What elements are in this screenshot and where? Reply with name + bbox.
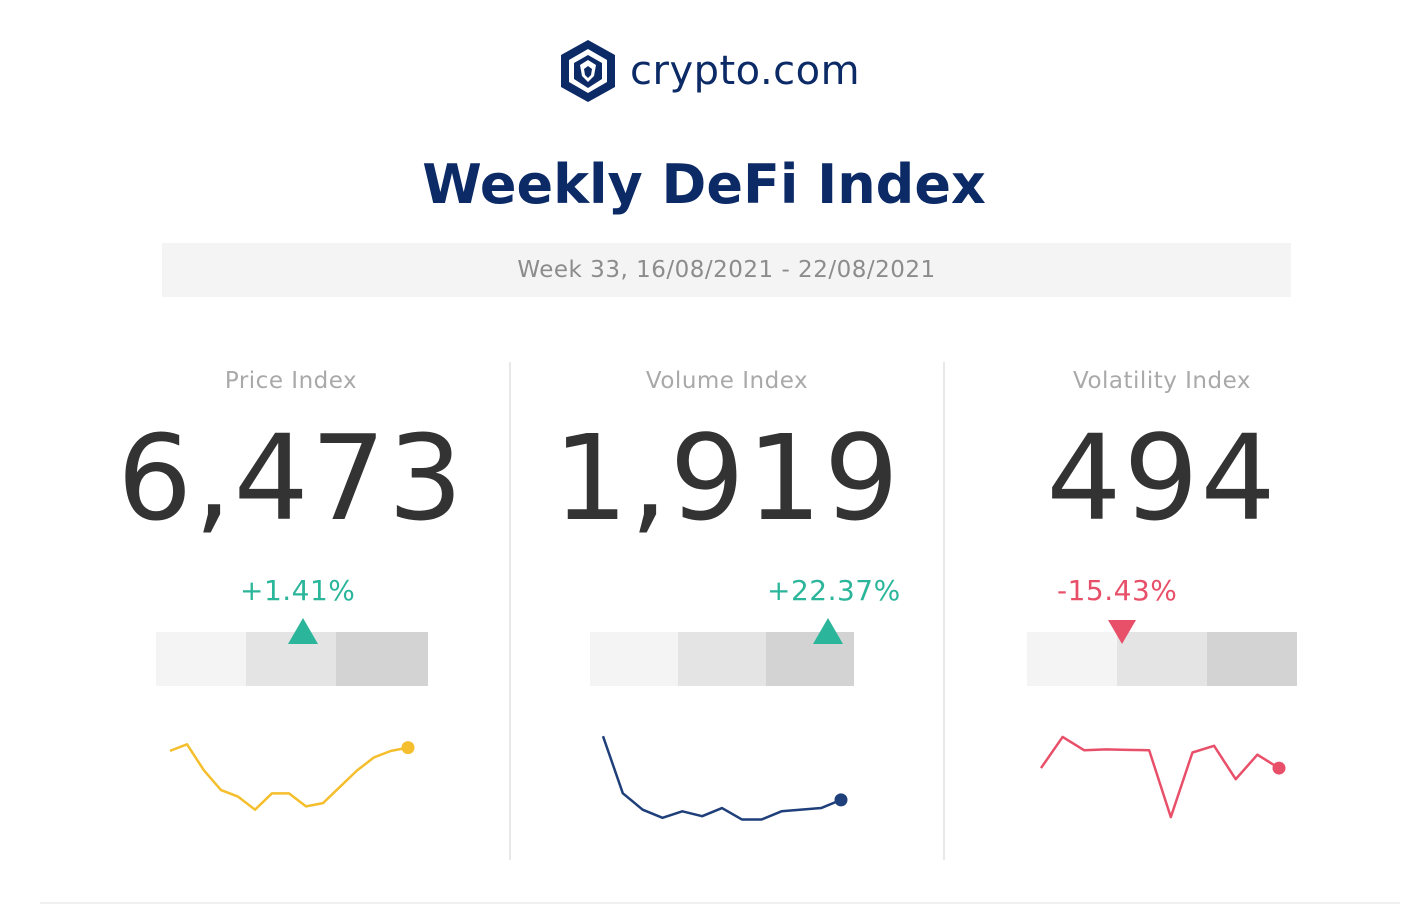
volume-index-sparkline: [601, 735, 848, 821]
price-index-trend-up-icon: [287, 618, 318, 644]
gauge-segment-high: [336, 632, 428, 686]
page-title: Weekly DeFi Index: [422, 153, 986, 216]
price-index-value: 6,473: [117, 409, 465, 547]
price-index-sparkline: [169, 741, 415, 811]
volatility-index-panel: Volatility Index 494 -15.43%: [945, 362, 1379, 902]
volume-index-label: Volume Index: [645, 368, 809, 394]
volatility-index-label: Volatility Index: [1073, 368, 1251, 394]
price-index-change: +1.41%: [240, 574, 356, 607]
volume-index-change: +22.37%: [767, 574, 901, 607]
gauge-segment-low: [156, 632, 246, 686]
volume-index-trend-up-icon: [812, 618, 843, 644]
sparkline-latest-point: [1272, 761, 1286, 775]
volatility-index-sparkline: [1039, 735, 1286, 819]
price-index-panel: Price Index 6,473 +1.41%: [74, 362, 508, 902]
sparkline-series-line: [601, 735, 842, 821]
sparkline-latest-point: [834, 793, 848, 807]
gauge-segment-low: [1027, 632, 1117, 686]
date-range-bar: Week 33, 16/08/2021 - 22/08/2021: [162, 243, 1291, 297]
column-divider-2: [943, 362, 945, 860]
crypto-lion-shield-icon: [561, 40, 615, 102]
volatility-index-change: -15.43%: [1057, 574, 1178, 607]
sparkline-series-line: [169, 743, 409, 811]
column-divider-1: [509, 362, 511, 860]
date-range-text: Week 33, 16/08/2021 - 22/08/2021: [517, 257, 936, 283]
volatility-index-gauge: [1027, 632, 1297, 686]
footer-divider: [40, 902, 1400, 904]
gauge-segment-low: [590, 632, 678, 686]
sparkline-series-line: [1039, 735, 1280, 819]
sparkline-latest-point: [401, 741, 415, 755]
gauge-segment-high: [1207, 632, 1297, 686]
volume-index-value: 1,919: [553, 409, 901, 547]
gauge-segment-mid: [678, 632, 766, 686]
price-index-label: Price Index: [224, 368, 358, 394]
volatility-index-value: 494: [1046, 409, 1278, 547]
brand-name: crypto.com: [630, 48, 861, 94]
volume-index-panel: Volume Index 1,919 +22.37%: [511, 362, 943, 902]
volatility-index-trend-down-icon: [1107, 620, 1136, 644]
brand-logo[interactable]: crypto.com: [558, 38, 860, 104]
